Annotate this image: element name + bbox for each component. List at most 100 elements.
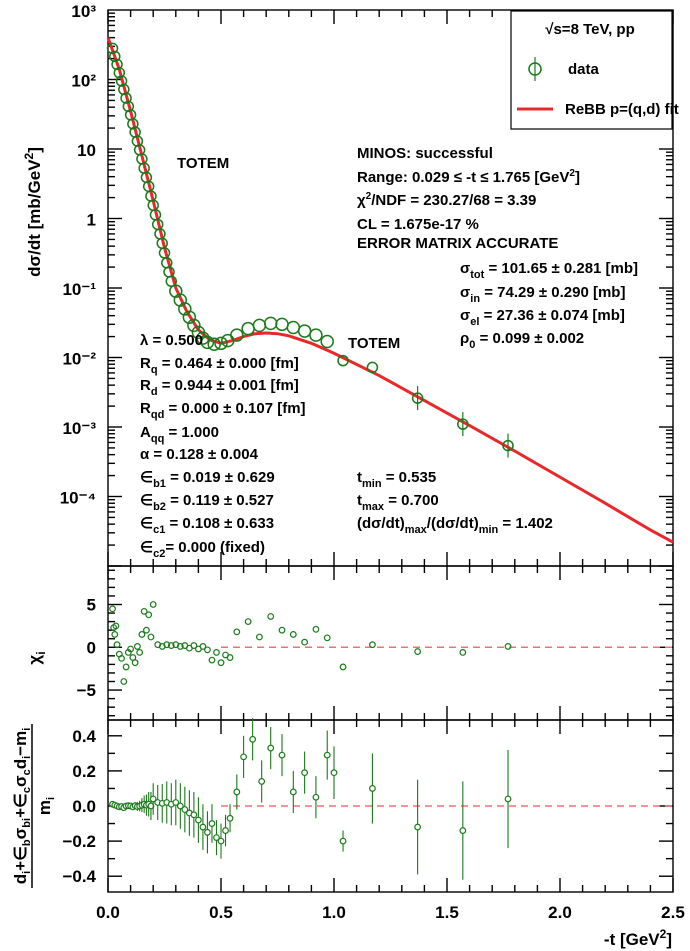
x-tick-label: 1.5 xyxy=(435,903,459,922)
chi-point xyxy=(113,641,121,649)
residual-point xyxy=(240,753,248,761)
residual-point xyxy=(289,788,297,796)
bot-ytick-label: −0.4 xyxy=(62,867,96,886)
data-point xyxy=(366,361,379,374)
chi-point xyxy=(339,663,347,671)
residual-point xyxy=(213,834,220,841)
chi-point xyxy=(127,645,135,653)
mid-y-axis-title: χi xyxy=(25,651,48,664)
data-point xyxy=(263,316,278,331)
chi-point xyxy=(233,628,241,636)
chi-point xyxy=(120,678,128,685)
residual-point xyxy=(369,785,376,792)
param-Rqd: Rqd = 0.000 ± 0.107 [fm] xyxy=(140,400,306,421)
top-y-axis-title: dσ/dt [mb/GeV2] xyxy=(22,147,44,277)
legend-fit-label: ReBB p=(q,d) fit xyxy=(565,101,679,118)
residual-point xyxy=(323,751,331,759)
bot-ytick-label: 0.0 xyxy=(72,797,96,816)
data-point xyxy=(178,302,192,316)
fit-cl: CL = 1.675e-17 % xyxy=(357,216,479,233)
residual-point xyxy=(267,744,275,752)
chi-point xyxy=(213,649,220,656)
residual-point xyxy=(204,828,211,836)
chi-point xyxy=(163,641,171,649)
chi-point xyxy=(111,631,119,638)
chi-point xyxy=(204,646,211,654)
residual-point xyxy=(181,806,189,813)
bot-ytick-label: −0.2 xyxy=(62,832,96,851)
param-Aqq: Aqq = 1.000 xyxy=(140,424,219,445)
chi-point xyxy=(109,605,116,613)
top-ytick-label: 10⁻² xyxy=(62,350,96,369)
data-point xyxy=(182,310,197,324)
data-point xyxy=(113,67,126,79)
chi-point xyxy=(140,607,148,615)
sigma-tot: σtot = 101.65 ± 0.281 [mb] xyxy=(460,260,638,281)
tmax: tmax = 0.700 xyxy=(357,492,439,513)
chi-point xyxy=(143,626,150,634)
param-ec1: ∈c1 = 0.108 ± 0.633 xyxy=(140,515,274,536)
x-tick-label: 2.0 xyxy=(548,903,572,922)
residual-panel: 0.40.20.0−0.2−0.40.0 0.5 1.0 1.5 2.0 2.5-t [G… xyxy=(11,718,685,949)
top-ytick-label: 10⁻³ xyxy=(62,419,96,438)
chi-point xyxy=(138,631,146,638)
fit-range: Range: 0.029 ≤ -t ≤ 1.765 [GeV2] xyxy=(357,168,580,186)
residual-point xyxy=(208,820,216,827)
chi-point xyxy=(133,643,141,650)
mid-ytick-label: −5 xyxy=(77,681,96,700)
residual-point xyxy=(339,837,347,845)
x-tick-label: 0.5 xyxy=(209,903,233,922)
totem-label-1: TOTEM xyxy=(177,155,229,172)
x-tick-label: 1.0 xyxy=(322,903,346,922)
chi-point xyxy=(289,631,297,638)
data-point xyxy=(207,337,221,352)
residual-point xyxy=(258,778,266,785)
data-point xyxy=(411,392,424,404)
residual-point xyxy=(301,769,309,777)
chi-point xyxy=(122,663,130,671)
chi-point xyxy=(244,618,252,626)
x-tick-label: 0.0 xyxy=(96,903,120,922)
chi-point xyxy=(112,622,120,630)
param-alpha: α = 0.128 ± 0.004 xyxy=(140,446,259,463)
chi-point xyxy=(504,643,512,650)
chi-point xyxy=(414,648,422,655)
fit-error-matrix: ERROR MATRIX ACCURATE xyxy=(357,235,558,252)
data-point xyxy=(111,58,123,71)
tmin: tmin = 0.535 xyxy=(357,469,436,490)
chi-point xyxy=(301,638,309,646)
fit-curve xyxy=(106,37,674,544)
top-ytick-label: 10⁻⁴ xyxy=(60,489,96,508)
fit-chi2: χ2/NDF = 230.27/68 = 3.39 xyxy=(357,191,536,209)
sigma-el: σel = 27.36 ± 0.074 [mb] xyxy=(460,307,625,328)
data-point xyxy=(187,318,201,333)
residual-point xyxy=(249,735,257,743)
chi-point xyxy=(323,634,331,642)
chi-point xyxy=(459,649,467,656)
residual-point xyxy=(176,802,184,810)
param-Rq: Rq = 0.464 ± 0.000 [fm] xyxy=(140,355,299,376)
residual-point xyxy=(194,816,202,824)
x-tick-label: 2.5 xyxy=(661,903,685,922)
data-point xyxy=(241,321,255,336)
chi-point xyxy=(190,642,198,649)
bot-ytick-label: 0.4 xyxy=(72,727,96,746)
top-ytick-label: 10² xyxy=(71,72,96,91)
chi-point xyxy=(136,649,144,656)
data-point xyxy=(109,50,121,63)
data-point xyxy=(286,320,301,335)
chi-point xyxy=(145,611,153,619)
chi-point xyxy=(149,601,157,608)
chi-point xyxy=(217,659,225,667)
chi-point xyxy=(167,642,175,649)
data-point xyxy=(120,92,132,104)
residual-point xyxy=(330,769,338,777)
chi-panel: 5 0 −5 χi xyxy=(25,565,674,721)
data-point xyxy=(122,100,135,113)
data-point xyxy=(214,336,228,351)
chi-point xyxy=(199,643,207,650)
chi-point xyxy=(131,659,139,667)
chi-point xyxy=(147,633,155,641)
param-eb2: ∈b2 = 0.119 ± 0.527 xyxy=(140,492,274,513)
